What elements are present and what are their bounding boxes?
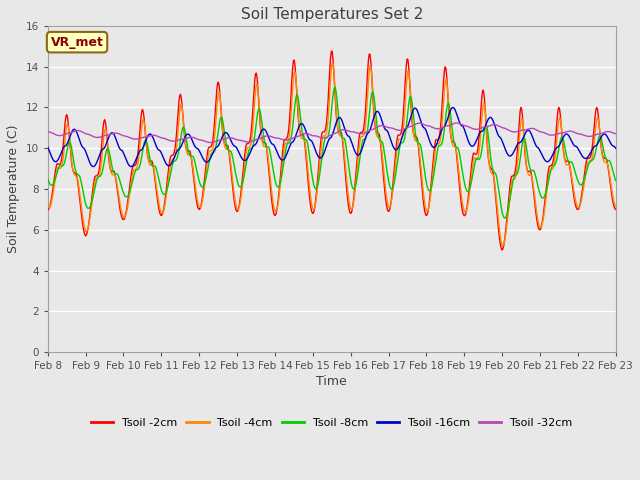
Line: Tsoil -32cm: Tsoil -32cm [48, 123, 616, 143]
Tsoil -8cm [44, 176, 52, 181]
Tsoil -16cm [44, 144, 52, 150]
Tsoil -16cm [612, 145, 620, 151]
Tsoil -4cm [499, 243, 507, 249]
Tsoil -32cm [453, 120, 461, 126]
Line: Tsoil -4cm: Tsoil -4cm [48, 63, 616, 246]
Tsoil -8cm [419, 151, 426, 157]
Tsoil -8cm [54, 167, 62, 172]
Tsoil -4cm [419, 178, 426, 183]
Tsoil -32cm [402, 125, 410, 131]
Line: Tsoil -8cm: Tsoil -8cm [48, 87, 616, 218]
Tsoil -4cm [113, 178, 120, 184]
Tsoil -16cm [449, 105, 457, 110]
Tsoil -2cm [612, 206, 620, 212]
Tsoil -4cm [44, 204, 52, 210]
Tsoil -8cm [501, 215, 509, 221]
Legend: Tsoil -2cm, Tsoil -4cm, Tsoil -8cm, Tsoil -16cm, Tsoil -32cm: Tsoil -2cm, Tsoil -4cm, Tsoil -8cm, Tsoi… [86, 413, 577, 432]
Tsoil -4cm [612, 204, 620, 210]
Tsoil -2cm [498, 247, 506, 253]
Tsoil -32cm [170, 138, 178, 144]
Tsoil -8cm [170, 158, 178, 164]
Tsoil -16cm [201, 158, 209, 164]
Tsoil -32cm [419, 121, 426, 127]
Tsoil -2cm [328, 48, 335, 54]
Tsoil -2cm [419, 187, 426, 192]
Tsoil -16cm [54, 157, 62, 163]
Tsoil -2cm [113, 180, 120, 186]
Tsoil -16cm [127, 164, 134, 169]
Tsoil -8cm [200, 181, 208, 187]
Tsoil -8cm [612, 178, 620, 183]
Tsoil -2cm [44, 206, 52, 212]
Tsoil -32cm [54, 132, 62, 138]
Text: VR_met: VR_met [51, 36, 104, 48]
Tsoil -8cm [331, 84, 339, 90]
Tsoil -32cm [200, 138, 208, 144]
Tsoil -8cm [113, 171, 120, 177]
Title: Soil Temperatures Set 2: Soil Temperatures Set 2 [241, 7, 423, 22]
Tsoil -2cm [200, 180, 208, 185]
Tsoil -32cm [207, 140, 214, 145]
X-axis label: Time: Time [316, 375, 347, 388]
Tsoil -2cm [54, 161, 62, 167]
Tsoil -32cm [44, 129, 52, 134]
Tsoil -8cm [402, 130, 410, 135]
Tsoil -2cm [170, 150, 178, 156]
Tsoil -4cm [328, 60, 336, 66]
Tsoil -16cm [419, 122, 426, 128]
Tsoil -16cm [171, 153, 179, 159]
Tsoil -32cm [113, 130, 120, 136]
Tsoil -16cm [113, 138, 120, 144]
Tsoil -4cm [170, 156, 178, 161]
Tsoil -2cm [402, 72, 410, 78]
Tsoil -4cm [54, 165, 62, 170]
Tsoil -4cm [200, 186, 208, 192]
Line: Tsoil -2cm: Tsoil -2cm [48, 51, 616, 250]
Y-axis label: Soil Temperature (C): Soil Temperature (C) [7, 125, 20, 253]
Tsoil -16cm [402, 126, 410, 132]
Tsoil -32cm [612, 131, 620, 137]
Line: Tsoil -16cm: Tsoil -16cm [48, 108, 616, 167]
Tsoil -4cm [402, 95, 410, 100]
